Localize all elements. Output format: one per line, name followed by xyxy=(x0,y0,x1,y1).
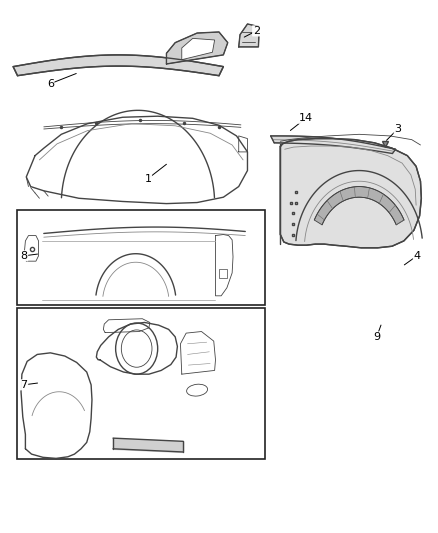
Polygon shape xyxy=(314,187,404,225)
Polygon shape xyxy=(239,24,259,47)
Text: 9: 9 xyxy=(373,332,380,342)
Polygon shape xyxy=(215,235,233,296)
Polygon shape xyxy=(182,38,215,60)
Text: 14: 14 xyxy=(299,114,313,123)
Text: 3: 3 xyxy=(394,124,401,134)
Text: 2: 2 xyxy=(253,26,260,36)
Polygon shape xyxy=(28,395,37,408)
Text: 7: 7 xyxy=(21,380,28,390)
Ellipse shape xyxy=(187,384,208,396)
Polygon shape xyxy=(21,353,92,458)
Polygon shape xyxy=(25,236,39,261)
Polygon shape xyxy=(103,319,150,333)
Text: 6: 6 xyxy=(47,79,54,88)
Text: 8: 8 xyxy=(21,251,28,261)
FancyBboxPatch shape xyxy=(219,269,227,278)
Polygon shape xyxy=(180,332,215,374)
Text: 1: 1 xyxy=(145,174,152,183)
FancyBboxPatch shape xyxy=(17,210,265,305)
Polygon shape xyxy=(13,55,223,76)
Polygon shape xyxy=(96,322,177,374)
FancyBboxPatch shape xyxy=(17,308,265,459)
Polygon shape xyxy=(166,32,228,64)
Text: 4: 4 xyxy=(413,251,420,261)
Polygon shape xyxy=(271,136,396,154)
Polygon shape xyxy=(280,139,421,248)
